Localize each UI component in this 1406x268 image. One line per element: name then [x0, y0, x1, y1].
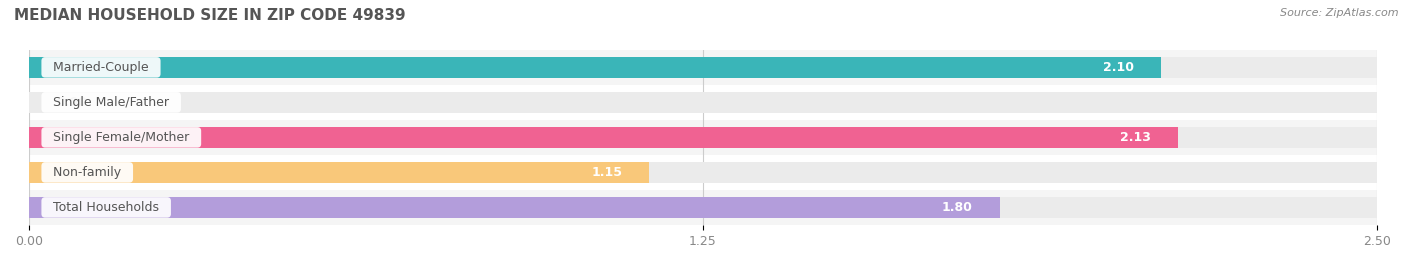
Text: Source: ZipAtlas.com: Source: ZipAtlas.com: [1281, 8, 1399, 18]
Bar: [30, 190, 1376, 225]
Text: 0.00: 0.00: [56, 96, 87, 109]
Text: 2.13: 2.13: [1119, 131, 1150, 144]
Bar: [30, 155, 1376, 190]
Bar: [30, 85, 1376, 120]
Text: 1.15: 1.15: [591, 166, 621, 179]
Bar: [30, 197, 1000, 218]
Text: Single Female/Mother: Single Female/Mother: [45, 131, 197, 144]
Text: MEDIAN HOUSEHOLD SIZE IN ZIP CODE 49839: MEDIAN HOUSEHOLD SIZE IN ZIP CODE 49839: [14, 8, 406, 23]
Text: 1.80: 1.80: [942, 201, 973, 214]
Bar: [30, 57, 1161, 78]
Bar: [30, 197, 1376, 218]
Bar: [30, 57, 1376, 78]
Bar: [30, 162, 1376, 183]
Bar: [30, 162, 650, 183]
Text: Married-Couple: Married-Couple: [45, 61, 157, 74]
Bar: [30, 50, 1376, 85]
Text: Total Households: Total Households: [45, 201, 167, 214]
Text: Non-family: Non-family: [45, 166, 129, 179]
Bar: [30, 120, 1376, 155]
Bar: [30, 92, 1376, 113]
Text: Single Male/Father: Single Male/Father: [45, 96, 177, 109]
Bar: [30, 127, 1376, 148]
Text: 2.10: 2.10: [1104, 61, 1135, 74]
Bar: [30, 127, 1178, 148]
